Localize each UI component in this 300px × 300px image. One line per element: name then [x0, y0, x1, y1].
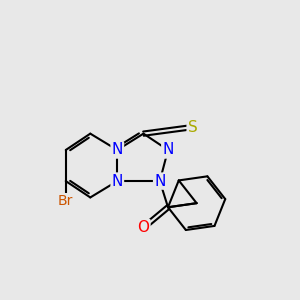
Text: S: S: [188, 120, 197, 135]
Text: N: N: [154, 174, 166, 189]
Text: N: N: [112, 142, 123, 158]
Text: N: N: [162, 142, 174, 158]
Text: N: N: [112, 174, 123, 189]
Text: Br: Br: [58, 194, 74, 208]
Text: O: O: [137, 220, 149, 235]
